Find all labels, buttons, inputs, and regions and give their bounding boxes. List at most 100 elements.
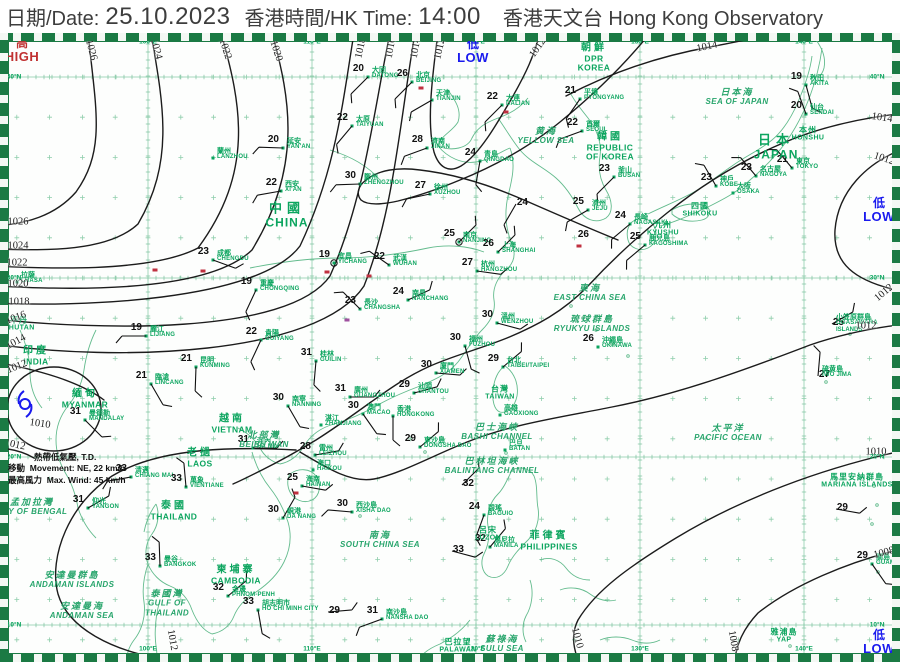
station-name-zh: 仙台 — [810, 104, 824, 111]
region-label: 安達曼海 — [59, 601, 104, 612]
station-temp: 29 — [487, 353, 499, 364]
isobar-value-label: 1026 — [82, 38, 100, 62]
station-name-zh: 鹿兒島 — [649, 235, 670, 242]
longitude-label: 100°E — [139, 645, 157, 653]
station-temp: 30 — [420, 359, 432, 370]
station-name-zh: 拉薩 — [21, 272, 35, 279]
region-label: 日本海 — [720, 87, 754, 98]
region-label: RYUKYU ISLANDS — [553, 324, 631, 334]
sea-bay-of-bengal: 孟加拉灣 BAY OF BENGAL — [0, 497, 67, 517]
isobar-value-label: 1010 — [865, 446, 887, 458]
region-shikoku: 四國 SHIKOKU — [682, 201, 717, 218]
region-label: 菲律賓 — [529, 530, 569, 542]
td-move-zh: 移動 — [8, 463, 26, 474]
station-name-zh: 峴港 — [287, 508, 301, 515]
region-label: 泰國灣 — [150, 588, 184, 599]
sea-yellow-sea: 黄海 YELLOW SEA — [518, 126, 575, 146]
station-temp: 23 — [700, 172, 712, 183]
station-name-en: NANCHANG — [412, 296, 449, 302]
region-label: OF KOREA — [585, 151, 635, 162]
station-name-en: LANZHOU — [217, 154, 248, 160]
region-label: 四國 — [691, 201, 709, 211]
isobar-value-label: 1012 — [432, 37, 448, 61]
region-label: KOREA — [577, 62, 611, 73]
longitude-label: 140°E — [795, 38, 813, 46]
station-temp: 20 — [267, 134, 279, 145]
station-name-zh: 大同 — [372, 67, 386, 74]
station-name-en: PHNOM-PENH — [232, 592, 276, 598]
isobar-value-label: 1020 — [267, 39, 285, 63]
station-name-en: XUZHOU — [434, 190, 461, 196]
map-border-right — [892, 33, 900, 662]
station-name-zh: 名古屋 — [760, 166, 781, 173]
sea-sulu-sea: 蘇祿海 SULU SEA — [480, 634, 524, 654]
td-wind-zh: 最高風力 — [8, 474, 43, 485]
station-name-en: BATAN — [509, 446, 531, 452]
station-temp: 31 — [366, 605, 378, 616]
station-name-zh: 秋田 — [810, 75, 824, 82]
isobar-value-label: 1012 — [5, 357, 29, 377]
station-name-zh: 東京 — [796, 158, 810, 165]
station-temp: 24 — [516, 197, 528, 208]
station-temp: 26 — [577, 229, 589, 240]
region-label: INDIA — [23, 355, 49, 366]
station-name-en: LEIZHOU — [319, 451, 347, 457]
station-temp: 24 — [464, 147, 476, 158]
sea-south-china-sea: 南海 SOUTH CHINA SEA — [340, 530, 420, 550]
region-label: 巴林坦海峽 — [464, 456, 520, 467]
station-name-en: MACAO — [367, 410, 391, 416]
station-name-en: CHANGSHA — [364, 305, 401, 311]
station-temp: 28 — [411, 134, 423, 145]
station-temp: 28 — [299, 441, 311, 452]
station-name-zh: 濟州 — [592, 200, 606, 207]
station-name-en: BEIJING — [416, 78, 442, 84]
region-laos: 老撾 LAOS — [187, 447, 213, 468]
station-name-en: MANILA — [494, 543, 519, 549]
station-name-zh: 重慶 — [260, 280, 274, 287]
time-label: 香港時間/HK Time: — [244, 8, 413, 30]
station-temp: 20 — [352, 63, 364, 74]
station-name-en: DONGSHA DAO — [424, 443, 472, 449]
pressure-marker-en: LOW — [457, 49, 489, 65]
latitude-label: 10°N — [6, 621, 22, 629]
station-temp: 19 — [240, 276, 252, 287]
station-name-en: TIANJIN — [436, 96, 461, 102]
station-name-zh: 高雄 — [504, 405, 518, 412]
station-temp: 33 — [115, 463, 127, 474]
time-value: 14:00 — [418, 2, 481, 30]
station-temp: 21 — [776, 154, 788, 165]
isobar-value-label: 1014 — [870, 111, 894, 125]
station-name-en: XIAMEN — [440, 369, 465, 375]
station-name-zh: 臨滄 — [155, 374, 169, 381]
station-temp: 32 — [462, 478, 474, 489]
station-name-en: TAIBEI/TAIPEI — [507, 363, 550, 369]
station-name-en: GAOXIONG — [504, 411, 539, 417]
station-name-zh: 北京 — [416, 72, 430, 79]
station-temp: 25 — [286, 472, 298, 483]
station-name-zh: 曼谷 — [164, 556, 178, 563]
region-label: 孟加拉灣 — [9, 497, 54, 508]
sea-east-china-sea: 東海 EAST CHINA SEA — [554, 283, 627, 303]
station-name-en: JINAN — [431, 144, 451, 150]
region-label: 東海 — [578, 283, 601, 294]
station-name-zh: 金邊 — [232, 586, 246, 593]
region-label: 九州 — [654, 220, 672, 230]
station-name-en: XISHA DAO — [356, 508, 391, 514]
isobar-value-label: 1008 — [725, 629, 741, 653]
station-name-zh: 雷州 — [319, 445, 333, 452]
station-name-zh: 清邁 — [135, 467, 149, 474]
station-name-zh: 桂林 — [320, 351, 334, 358]
region-label: JAPAN — [753, 147, 799, 162]
station-name-en: GUILIN — [320, 357, 342, 363]
station-name-zh: 東沙島 — [424, 437, 445, 444]
region-label: 台灣 — [491, 384, 509, 394]
station-temp: 22 — [373, 251, 385, 262]
station-name-en: WUHAN — [393, 261, 417, 267]
region-label: 巴士海峽 — [474, 422, 519, 433]
region-label: 日本 — [757, 132, 795, 148]
region-label: SEA OF JAPAN — [705, 97, 769, 107]
station-name-en: SEOUL — [586, 127, 608, 133]
station-temp: 26 — [396, 68, 408, 79]
region-china: 中國 CHINA — [266, 201, 309, 231]
station-temp: 20 — [790, 100, 802, 111]
